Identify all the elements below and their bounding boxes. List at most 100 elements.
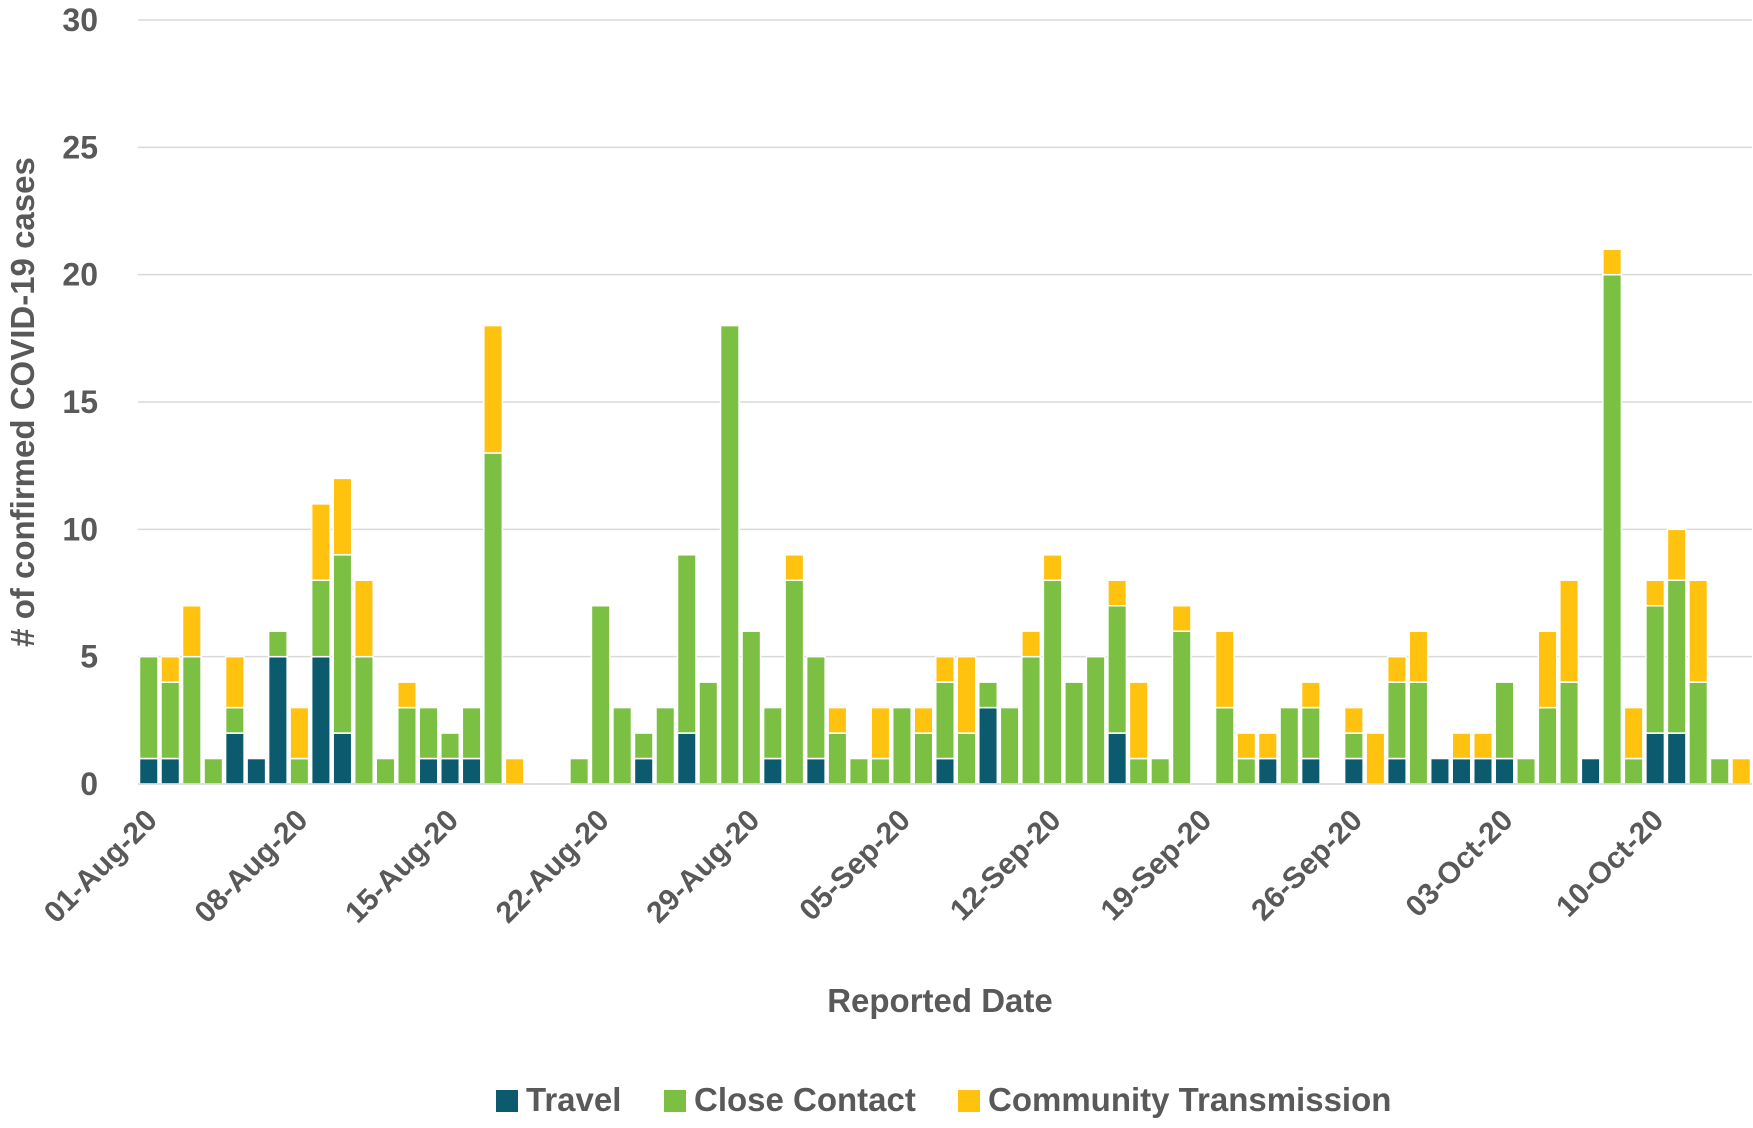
y-tick-label: 0 [80, 766, 98, 802]
x-tick-label: 10-Oct-20 [1550, 804, 1670, 924]
bar-segment [1645, 732, 1666, 785]
legend-label: Community Transmission [988, 1081, 1391, 1118]
x-tick-label: 29-Aug-20 [640, 804, 766, 930]
legend-swatch [496, 1090, 518, 1112]
bar-segment [1645, 604, 1666, 734]
bar-segment [440, 732, 461, 760]
bar-segment [1171, 630, 1192, 785]
legend-label: Travel [526, 1081, 621, 1118]
x-tick-label: 05-Sep-20 [793, 804, 917, 928]
bar-segment [1171, 604, 1192, 632]
bar-segment [1559, 681, 1580, 785]
bar-segment [310, 503, 331, 582]
bar-segment [461, 757, 482, 785]
bar-segment [1580, 757, 1601, 785]
bar-segment [1128, 757, 1149, 785]
bar-segment [978, 681, 999, 709]
bar-segment [1042, 579, 1063, 785]
legend-label: Close Contact [694, 1081, 916, 1118]
bar-segment [461, 706, 482, 760]
bar-segment [612, 706, 633, 785]
bar-segment [396, 706, 418, 785]
bar-segment [1408, 630, 1429, 683]
bar-segment [160, 681, 181, 760]
bar-segment [483, 324, 504, 454]
bar-segment [267, 630, 288, 658]
bar-segment [1343, 732, 1364, 760]
bar-segment [1236, 732, 1257, 760]
bar-segment [1623, 706, 1644, 760]
bar-segment [1666, 579, 1687, 734]
bar-segment [483, 452, 504, 785]
bar-segment [870, 757, 891, 785]
bar-segment [1300, 681, 1321, 709]
bar-segment [1602, 273, 1623, 785]
bar-segment [1300, 706, 1321, 760]
bar-segment [160, 655, 181, 683]
bar-segment [719, 324, 740, 785]
legend-swatch [664, 1090, 686, 1112]
x-tick-label: 08-Aug-20 [188, 804, 314, 930]
bar-segment [1645, 579, 1666, 607]
x-tick-label: 03-Oct-20 [1399, 804, 1519, 924]
bar-segment [267, 655, 288, 785]
bar-segment [1257, 757, 1278, 785]
legend-swatch [958, 1090, 980, 1112]
bar-segment [1408, 681, 1429, 785]
bar-segment [1128, 681, 1149, 760]
bar-segment [1386, 655, 1407, 683]
y-tick-label: 30 [62, 2, 98, 38]
x-tick-label: 22-Aug-20 [490, 804, 616, 930]
bar-segment [1709, 757, 1730, 785]
bar-segment [418, 706, 439, 760]
y-tick-label: 20 [62, 257, 98, 293]
bar-segment [784, 554, 805, 582]
x-tick-label: 19-Sep-20 [1095, 804, 1219, 928]
bar-segment [956, 655, 977, 734]
bar-segment [1042, 554, 1063, 582]
bar-segment [934, 681, 956, 760]
bar-segment [332, 477, 353, 556]
bar-segment [1386, 681, 1407, 760]
bar-segment [655, 706, 676, 785]
bar-segment [934, 757, 956, 785]
bar-segment [1731, 757, 1752, 785]
bar-segment [1537, 630, 1558, 709]
bar-segment [375, 757, 396, 785]
bar-segment [1688, 681, 1709, 785]
y-tick-label: 5 [80, 639, 98, 675]
bar-segment [784, 579, 805, 785]
bar-segment [310, 655, 331, 785]
y-axis-title: # of confirmed COVID-19 cases [4, 157, 41, 647]
x-axis-title: Reported Date [827, 982, 1053, 1019]
bar-segment [805, 655, 826, 760]
bar-segment [633, 757, 654, 785]
x-tick-label: 26-Sep-20 [1245, 804, 1369, 928]
bar-segment [310, 579, 331, 658]
bar-segment [999, 706, 1020, 785]
bar-segment [289, 757, 310, 785]
bar-segment [1451, 732, 1472, 760]
bar-segment [1257, 732, 1278, 760]
bar-segment [504, 757, 525, 785]
bar-segment [224, 732, 245, 785]
bar-segment [870, 706, 891, 760]
bar-segment [827, 706, 848, 734]
bar-segment [1214, 630, 1235, 709]
bar-segment [848, 757, 869, 785]
bar-segment [934, 655, 956, 683]
x-tick-label: 01-Aug-20 [38, 804, 164, 930]
bar-segment [289, 706, 310, 760]
bar-segment [1494, 757, 1515, 785]
bar-segment [1365, 732, 1386, 785]
bar-segment [138, 655, 159, 760]
bar-segment [160, 757, 181, 785]
bar-segment [246, 757, 267, 785]
bar-segment [396, 681, 418, 709]
bar-segment [913, 706, 934, 734]
bar-segment [1279, 706, 1300, 785]
bar-segment [1107, 604, 1128, 734]
bar-segment [1107, 732, 1128, 785]
bar-segment [1472, 732, 1494, 760]
y-tick-label: 25 [62, 129, 98, 165]
